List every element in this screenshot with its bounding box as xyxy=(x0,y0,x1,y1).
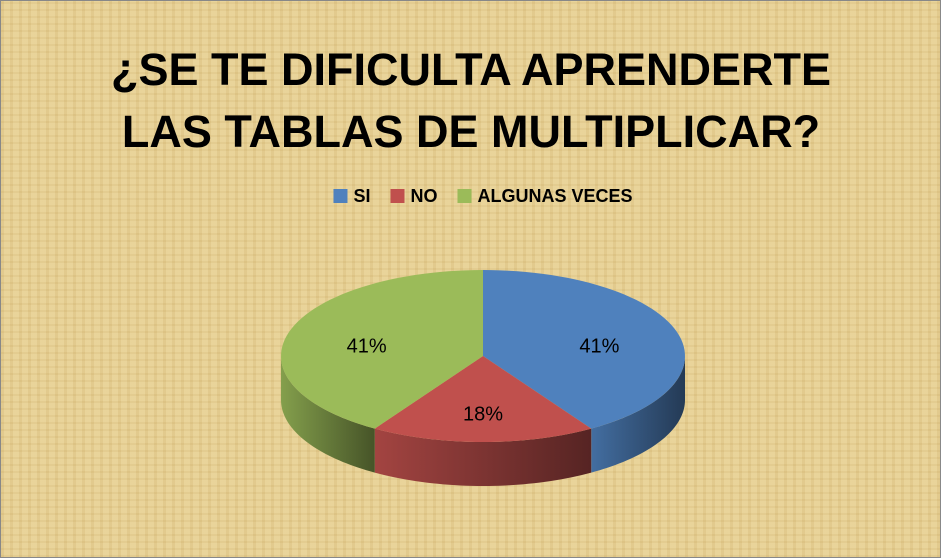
legend-label: SI xyxy=(353,186,370,206)
pie-side xyxy=(281,356,375,473)
data-label: 41% xyxy=(579,335,619,357)
pie-slice xyxy=(483,270,685,429)
legend-swatch xyxy=(390,189,405,203)
legend-label: NO xyxy=(410,186,437,206)
pie-side xyxy=(374,428,592,486)
data-label: 41% xyxy=(347,335,387,357)
legend-swatch xyxy=(457,189,472,203)
legend-label: ALGUNAS VECES xyxy=(477,186,632,206)
data-label: 18% xyxy=(463,404,503,426)
chart-title: ¿SE TE DIFICULTA APRENDERTE LAS TABLAS D… xyxy=(111,44,831,157)
pie-slice xyxy=(374,356,592,442)
legend-swatch xyxy=(333,189,348,203)
pie-slice xyxy=(281,270,483,429)
pie-side xyxy=(591,356,685,473)
